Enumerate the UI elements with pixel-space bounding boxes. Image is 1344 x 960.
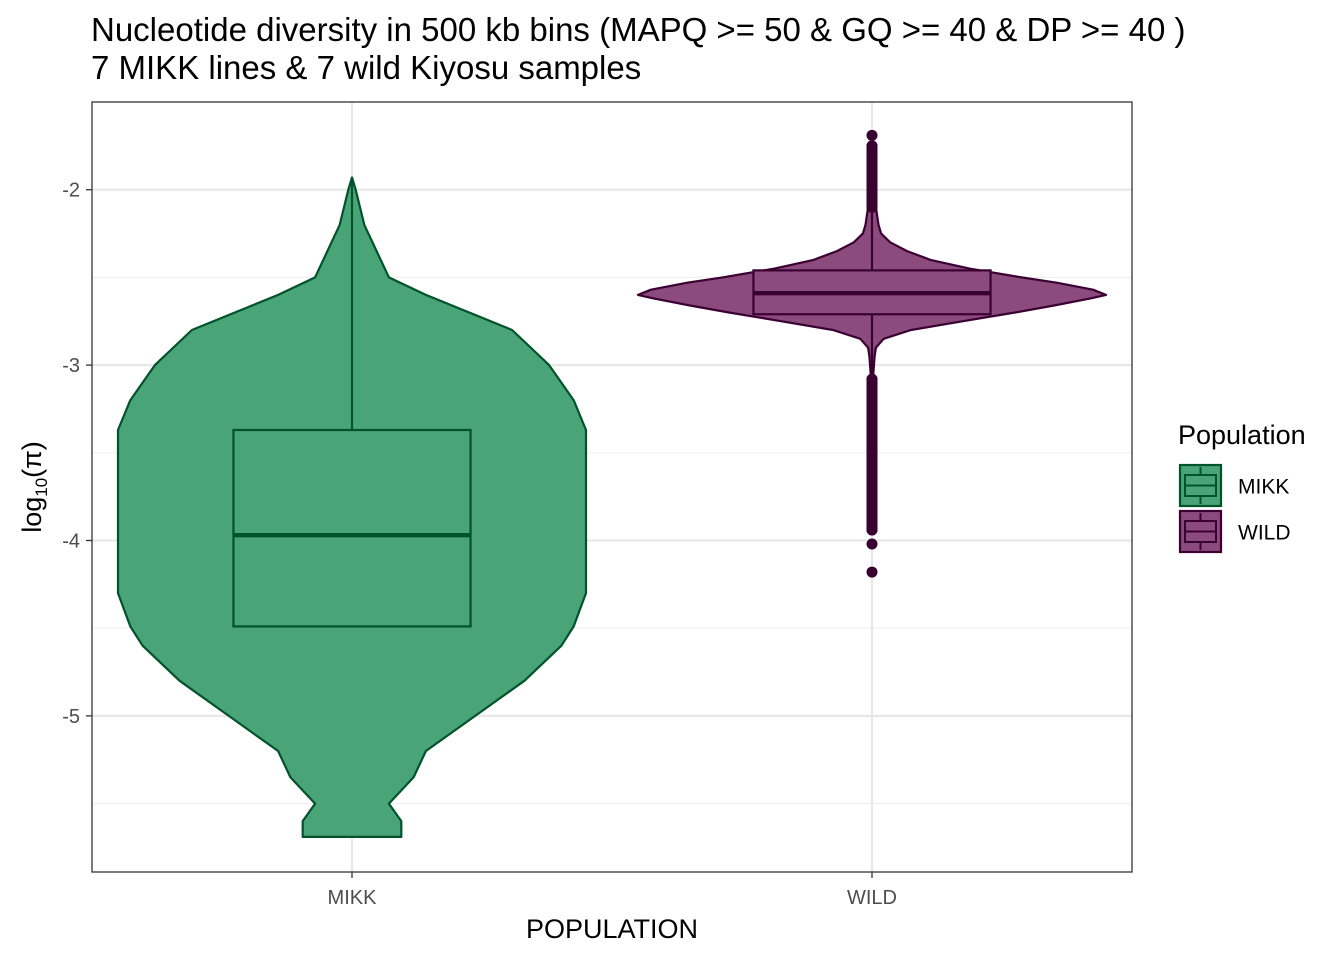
box-mikk: [232, 428, 472, 628]
x-axis-title: POPULATION: [526, 914, 698, 944]
legend: Population MIKK WILD: [1178, 420, 1306, 554]
y-tick-label: -3: [62, 355, 80, 377]
outlier-points: [866, 129, 878, 578]
legend-label: MIKK: [1238, 476, 1289, 499]
legend-label: WILD: [1238, 522, 1291, 545]
y-axis-title-subscript: 10: [32, 478, 51, 497]
chart-title-line-1: Nucleotide diversity in 500 kb bins (MAP…: [91, 11, 1185, 48]
x-tick-label: WILD: [847, 887, 897, 909]
x-axis-ticks: MIKK WILD: [328, 872, 897, 909]
x-tick-label: MIKK: [328, 887, 378, 909]
boxplots: [232, 161, 992, 628]
y-axis-title-base: log: [17, 497, 47, 533]
outlier-point: [866, 566, 878, 578]
legend-title: Population: [1178, 420, 1306, 450]
y-axis-title: log10(π): [17, 441, 51, 533]
y-tick-label: -4: [62, 530, 80, 552]
legend-key-mikk: MIKK: [1178, 463, 1289, 508]
outlier-point: [866, 538, 878, 550]
y-tick-label: -2: [62, 180, 80, 202]
plot-panel-border: [91, 101, 1133, 873]
y-axis-title-rest: (π): [17, 441, 47, 478]
legend-key-wild: WILD: [1178, 509, 1291, 554]
chart-title-line-2: 7 MIKK lines & 7 wild Kiyosu samples: [91, 49, 641, 86]
y-tick-label: -5: [62, 706, 80, 728]
y-axis-ticks: -2 -3 -4 -5: [62, 180, 92, 728]
outlier-point: [866, 129, 878, 141]
